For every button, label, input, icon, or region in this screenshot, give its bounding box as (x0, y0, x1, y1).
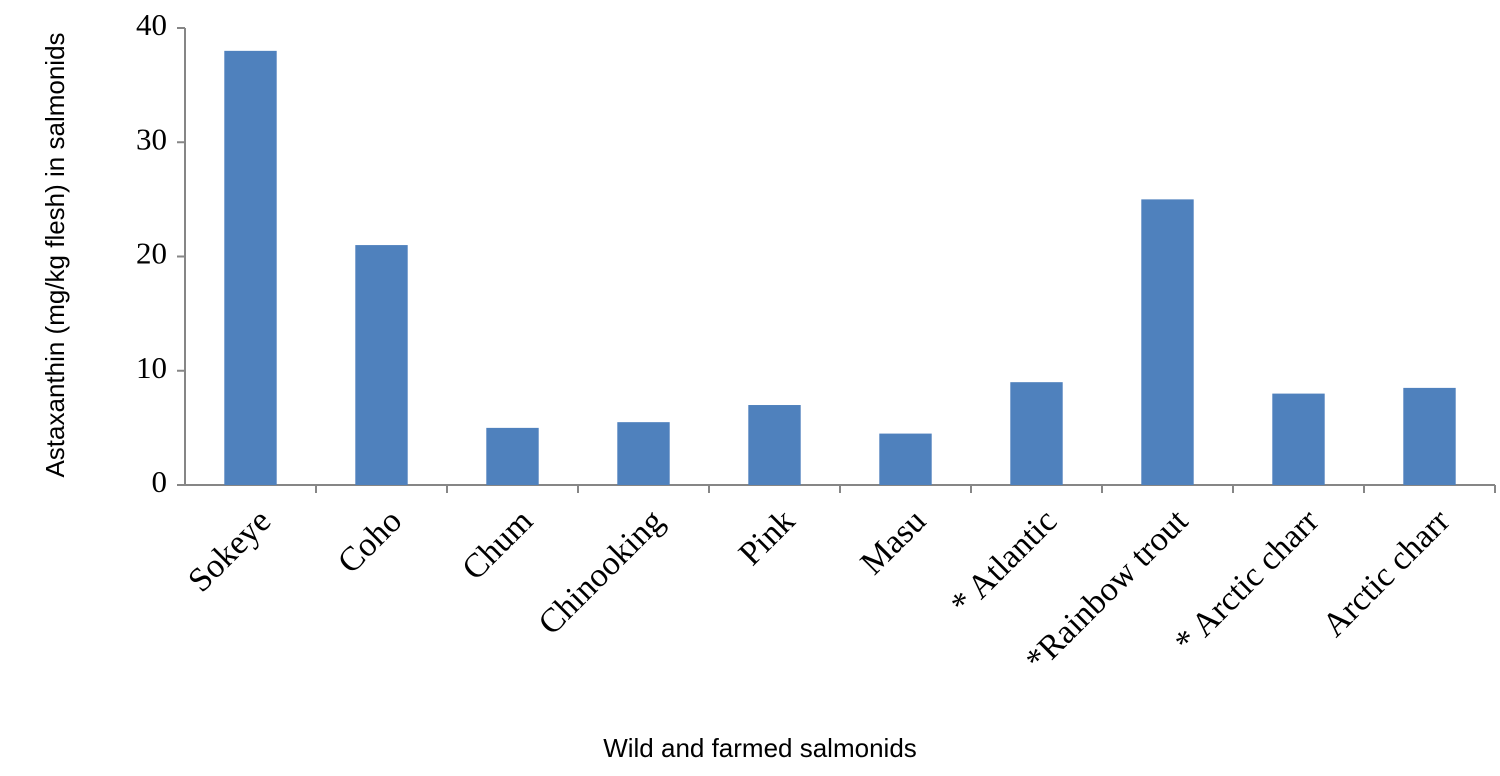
bar (1010, 382, 1063, 485)
bar (1141, 199, 1194, 485)
x-tick-label: Chum (455, 502, 540, 587)
y-tick-label: 30 (136, 121, 167, 156)
x-axis-label: Wild and farmed salmonids (603, 733, 917, 763)
x-tick-label: Arctic charr (1316, 502, 1458, 644)
y-tick-label: 0 (152, 464, 168, 499)
y-axis-label: Astaxanthin (mg/kg flesh) in salmonids (40, 32, 70, 478)
y-tick-label: 10 (136, 350, 167, 385)
bar (1403, 387, 1456, 485)
x-tick-label: Pink (732, 502, 802, 572)
bar (1272, 393, 1325, 485)
x-tick-label: * Atlantic (944, 502, 1064, 622)
y-tick-label: 20 (136, 236, 167, 271)
bar (355, 245, 408, 485)
x-tick-label: Coho (331, 502, 409, 580)
bar (748, 405, 801, 485)
x-tick-label: Chinooking (531, 502, 671, 642)
bar (224, 50, 277, 485)
x-tick-label: Masu (854, 502, 934, 582)
y-tick-label: 40 (136, 7, 167, 42)
x-tick-label: Sokeye (181, 502, 278, 599)
bar (486, 427, 539, 485)
bar (879, 433, 932, 485)
bar (617, 422, 670, 485)
